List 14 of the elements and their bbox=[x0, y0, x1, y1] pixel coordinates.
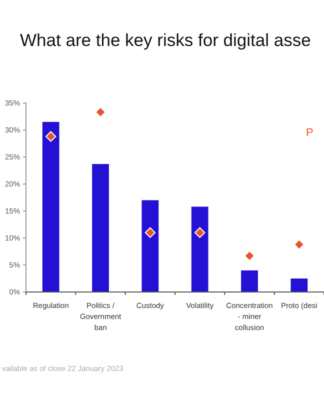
point bbox=[45, 131, 56, 142]
bar bbox=[42, 122, 60, 292]
point bbox=[144, 227, 156, 238]
point bbox=[194, 227, 206, 238]
point bbox=[244, 250, 255, 262]
chart-title: What are the key risks for digital asse bbox=[20, 30, 311, 50]
bar bbox=[290, 278, 308, 292]
bar bbox=[241, 270, 258, 292]
point bbox=[95, 106, 106, 118]
bar bbox=[191, 206, 208, 292]
point bbox=[294, 239, 305, 250]
bar bbox=[142, 200, 159, 292]
annotation: P bbox=[306, 127, 314, 139]
bar bbox=[92, 164, 109, 292]
